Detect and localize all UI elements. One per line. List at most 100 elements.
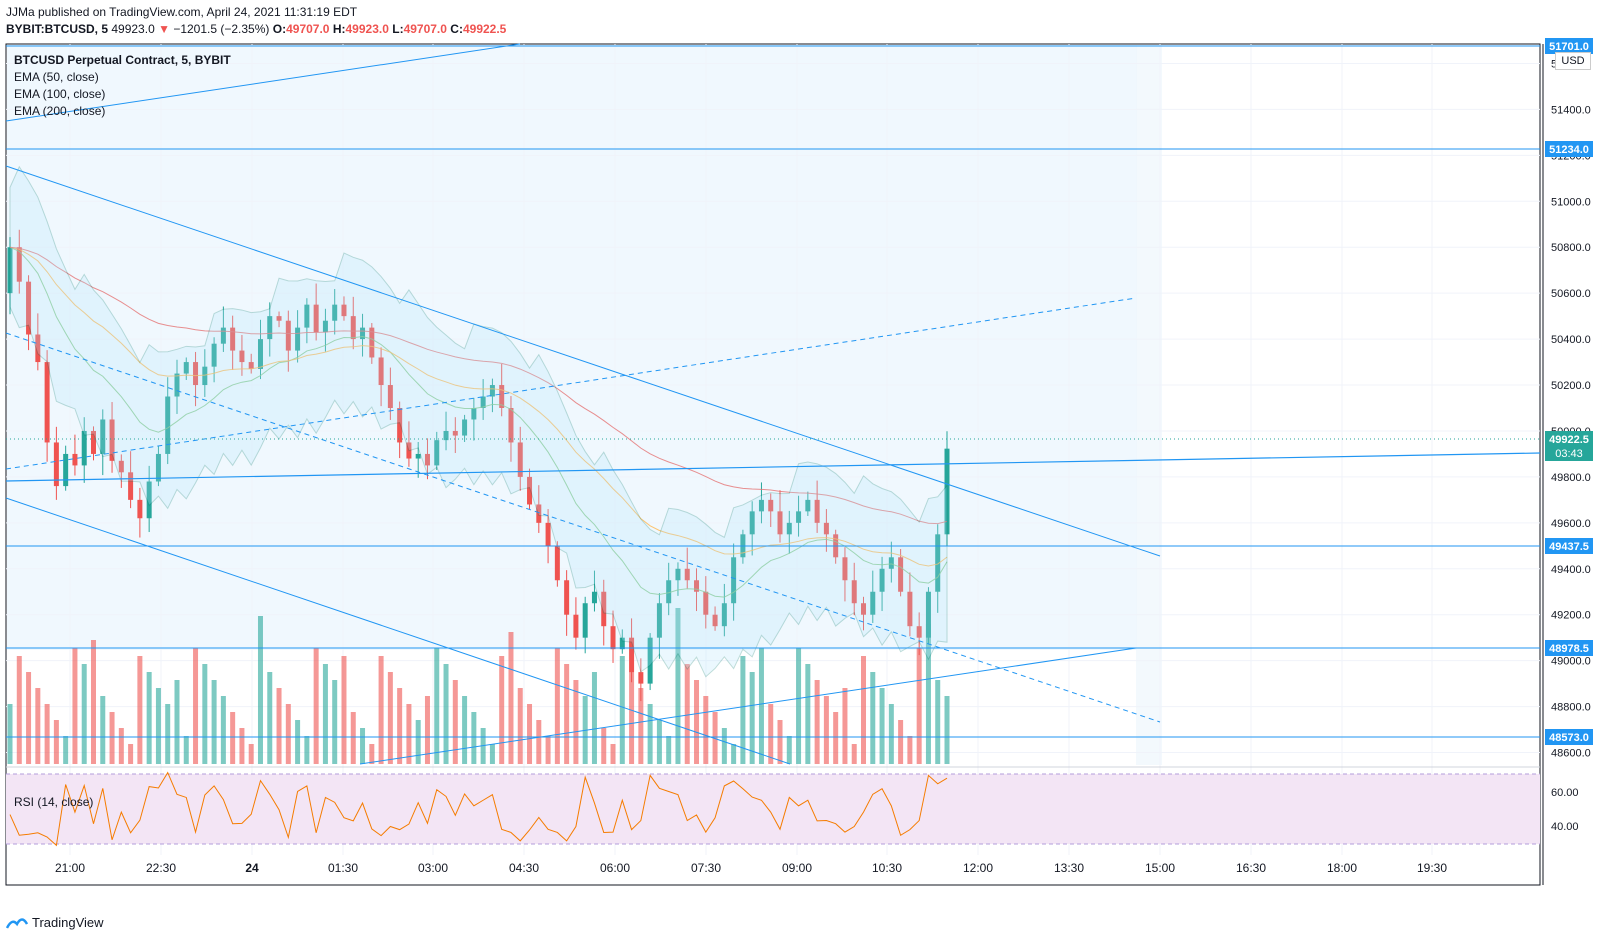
volume-bar [536, 720, 542, 764]
tradingview-logo-icon [6, 917, 28, 929]
volume-bar [230, 712, 236, 764]
candle-body [165, 396, 171, 454]
volume-bar [202, 664, 208, 764]
volume-bar [851, 744, 857, 764]
y-tick-label: 49400.0 [1551, 564, 1591, 576]
y-tick-label: 50600.0 [1551, 288, 1591, 300]
volume-bar [128, 744, 134, 764]
x-tick-label: 15:00 [1145, 861, 1175, 875]
y-tick-label: 49800.0 [1551, 472, 1591, 484]
candle-body [916, 626, 922, 638]
candle-body [731, 557, 737, 604]
x-tick-label: 16:30 [1236, 861, 1266, 875]
volume-bar [322, 664, 328, 764]
volume-bar [749, 672, 755, 764]
x-tick-label: 24 [245, 861, 259, 875]
y-tick-label: 50400.0 [1551, 334, 1591, 346]
volume-bar [193, 648, 199, 764]
volume-bar [870, 672, 876, 764]
candle-body [44, 362, 50, 443]
volume-bar [72, 648, 78, 764]
x-tick-label: 07:30 [691, 861, 721, 875]
bollinger-band [9, 165, 948, 678]
publisher-line: JJMa published on TradingView.com, April… [6, 5, 357, 19]
volume-bar [656, 720, 662, 764]
candle-body [823, 522, 829, 535]
volume-bar [471, 712, 477, 764]
candle-body [16, 247, 22, 282]
volume-bar [573, 680, 579, 764]
volume-bar [823, 696, 829, 764]
candle-body [239, 350, 245, 363]
volume-bar [118, 728, 124, 764]
candle-body [888, 557, 894, 569]
candle-body [786, 522, 792, 535]
candle-body [378, 357, 384, 386]
candle-body [118, 460, 124, 473]
volume-bar [369, 744, 375, 764]
candle-body [796, 511, 802, 523]
x-tick-label: 03:00 [418, 861, 448, 875]
candle-body [285, 320, 291, 351]
down-arrow-icon: ▼ [158, 22, 170, 36]
candle-body [471, 408, 477, 420]
rising-line [359, 647, 1137, 765]
candle-body [499, 385, 505, 408]
volume-bar [63, 736, 69, 764]
volume-bar [861, 656, 867, 764]
candle-body [545, 522, 551, 546]
candle-body [527, 476, 533, 505]
volume-bar [285, 704, 291, 764]
candle-body [758, 499, 764, 512]
candle-body [248, 362, 254, 369]
y-tick-label: 49600.0 [1551, 518, 1591, 530]
volume-bar [81, 664, 87, 764]
candle-body [489, 385, 495, 397]
volume-bar [434, 648, 440, 764]
volume-bar [155, 688, 161, 764]
rsi-legend: RSI (14, close) [14, 795, 94, 809]
volume-bar [267, 672, 273, 764]
volume-bar [424, 696, 430, 764]
candle-body [230, 327, 236, 351]
footer-brand: TradingView [32, 915, 104, 930]
volume-bar [619, 656, 625, 764]
volume-bar [554, 648, 560, 764]
candle-body [452, 430, 458, 436]
candle-body [805, 499, 811, 512]
y-tick-label: 51000.0 [1551, 196, 1591, 208]
volume-bar [452, 680, 458, 764]
volume-bar [183, 736, 189, 764]
volume-bar [341, 656, 347, 764]
candle-body [749, 511, 755, 535]
volume-bar [675, 608, 681, 764]
x-tick-label: 19:30 [1417, 861, 1447, 875]
volume-bar [564, 664, 570, 764]
candle-body [322, 320, 328, 333]
high-value: 49923.0 [345, 22, 389, 36]
candle-body [564, 580, 570, 615]
candle-body [7, 247, 13, 294]
ema-50-line [9, 246, 948, 598]
rsi-pane [6, 774, 1540, 844]
candle-body [666, 580, 672, 604]
candle-body [944, 448, 950, 535]
volume-bar [898, 720, 904, 764]
volume-bar [146, 672, 152, 764]
publisher-text: JJMa published on TradingView.com, April… [6, 5, 358, 19]
trend-line-upper [5, 43, 521, 122]
currency-label[interactable]: USD [1555, 52, 1591, 70]
candle-body [462, 419, 468, 436]
current-price-label: 49922.5 [1549, 434, 1589, 446]
price-level-label: 51234.0 [1549, 144, 1589, 156]
candle-body [26, 281, 32, 335]
last-price: 49923.0 [111, 22, 155, 36]
volume-bar [16, 656, 22, 764]
current-price-badge [1545, 431, 1593, 461]
x-tick-label: 10:30 [872, 861, 902, 875]
x-tick-label: 04:30 [509, 861, 539, 875]
candle-body [313, 304, 319, 333]
price-level-badge [1545, 640, 1593, 656]
volume-bar [443, 664, 449, 764]
